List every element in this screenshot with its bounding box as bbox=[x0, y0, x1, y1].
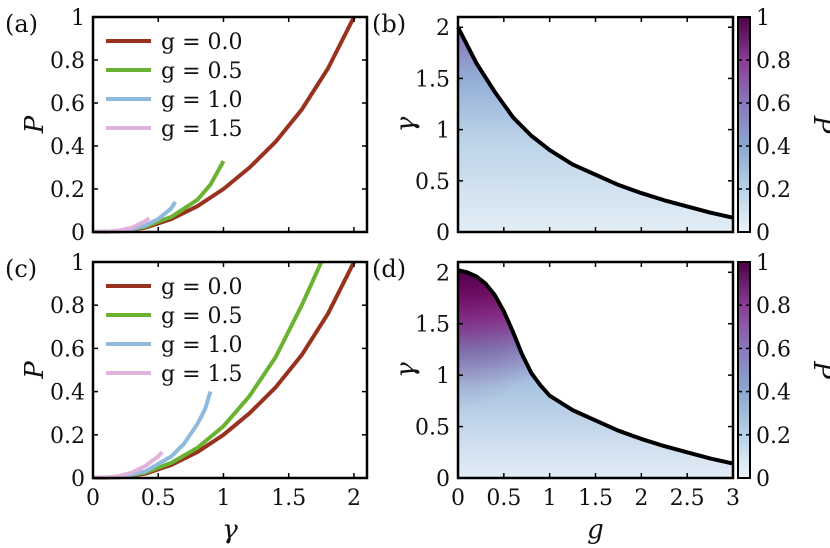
y-axis-label: γ bbox=[391, 362, 421, 378]
colorbar-tick-label: 1 bbox=[756, 251, 770, 276]
x-axis-label: γ bbox=[222, 515, 238, 545]
y-tick-label: 0 bbox=[71, 467, 85, 492]
colorbar bbox=[737, 16, 751, 233]
heatmap-peak-region bbox=[458, 270, 733, 478]
y-axis-label: P bbox=[20, 115, 50, 134]
series-line bbox=[92, 160, 226, 234]
y-tick-label: 0 bbox=[436, 467, 450, 492]
y-tick-label: 0 bbox=[436, 221, 450, 246]
colorbar-label: P bbox=[807, 115, 830, 134]
legend-label: g = 1.5 bbox=[161, 117, 243, 142]
y-tick-label: 1 bbox=[436, 119, 450, 144]
y-tick-label: 0.4 bbox=[50, 135, 85, 160]
colorbar-tick-label: 0.4 bbox=[756, 135, 791, 160]
y-axis-label: γ bbox=[391, 116, 421, 132]
boundary-curve bbox=[456, 26, 734, 220]
legend-label: g = 0.5 bbox=[161, 59, 243, 84]
colorbar-tick-label: 1 bbox=[756, 6, 770, 31]
x-tick-label: 1.5 bbox=[271, 486, 306, 511]
colorbar-tick-label: 0 bbox=[756, 467, 770, 492]
y-tick-label: 0.2 bbox=[50, 178, 85, 203]
x-tick-label: 0 bbox=[451, 486, 465, 511]
y-tick-label: 1.5 bbox=[415, 67, 450, 92]
x-tick-label: 1 bbox=[216, 486, 230, 511]
y-tick-label: 1 bbox=[71, 251, 85, 276]
y-tick-label: 0.6 bbox=[50, 337, 85, 362]
y-tick-label: 0 bbox=[71, 221, 85, 246]
x-tick-label: 3 bbox=[726, 486, 740, 511]
boundary-curve bbox=[457, 268, 734, 466]
colorbar-tick-label: 0.6 bbox=[756, 337, 791, 362]
colorbar-tick-label: 0.2 bbox=[756, 178, 791, 203]
y-tick-label: 0.8 bbox=[50, 294, 85, 319]
panel-label: (b) bbox=[372, 10, 406, 38]
x-tick-label: 0 bbox=[86, 486, 100, 511]
legend-label: g = 1.5 bbox=[161, 362, 243, 387]
y-tick-label: 1 bbox=[71, 6, 85, 31]
panel-d: 0 0.2 0.4 0.6 0.8 1 P 0 0.5 1 1.5 2 0 0.5 1 1.5 2 2.5 3 γ g (… bbox=[372, 251, 830, 545]
y-tick-label: 0.2 bbox=[50, 424, 85, 449]
legend-label: g = 0.0 bbox=[161, 30, 243, 55]
colorbar-tick-label: 0.4 bbox=[756, 381, 791, 406]
colorbar-tick-label: 0.8 bbox=[756, 294, 791, 319]
series-line bbox=[92, 450, 164, 480]
y-tick-label: 2 bbox=[436, 16, 450, 41]
colorbar-tick-label: 0.2 bbox=[756, 424, 791, 449]
x-axis-label: g bbox=[587, 515, 604, 545]
axes-frame bbox=[91, 260, 369, 480]
colorbar-tick-label: 0.8 bbox=[756, 49, 791, 74]
panel-a: g = 0.0 g = 0.5 g = 1.0 g = 1.5 0 0.2 0.4 0.6 0.… bbox=[5, 6, 369, 246]
series-line bbox=[92, 391, 213, 480]
colorbar-label: P bbox=[807, 360, 830, 379]
panel-label: (a) bbox=[5, 10, 38, 38]
y-tick-label: 1.5 bbox=[415, 313, 450, 338]
y-tick-label: 0.6 bbox=[50, 92, 85, 117]
x-tick-label: 0.5 bbox=[486, 486, 521, 511]
axes-frame bbox=[91, 15, 369, 234]
panel-b: 0 0.2 0.4 0.6 0.8 1 P 0 0.5 1 1.5 2 γ (b) bbox=[372, 6, 830, 246]
x-tick-label: 1 bbox=[543, 486, 557, 511]
colorbar-tick-label: 0.6 bbox=[756, 92, 791, 117]
y-tick-label: 1 bbox=[436, 364, 450, 389]
x-tick-label: 2.5 bbox=[670, 486, 705, 511]
panel-c: g = 0.0 g = 0.5 g = 1.0 g = 1.5 0 0.2 0.4 0.6 0.… bbox=[5, 251, 369, 545]
legend-label: g = 1.0 bbox=[161, 88, 243, 113]
colorbar bbox=[737, 261, 751, 479]
x-tick-label: 0.5 bbox=[141, 486, 176, 511]
y-tick-label: 0.5 bbox=[415, 170, 450, 195]
panel-label: (c) bbox=[5, 255, 37, 283]
x-tick-label: 2 bbox=[634, 486, 648, 511]
legend-label: g = 0.5 bbox=[161, 304, 243, 329]
y-tick-label: 0.8 bbox=[50, 49, 85, 74]
x-tick-label: 2 bbox=[347, 486, 361, 511]
heatmap-region bbox=[458, 27, 733, 232]
legend-label: g = 1.0 bbox=[161, 333, 243, 358]
legend-label: g = 0.0 bbox=[161, 275, 243, 300]
x-tick-label: 1.5 bbox=[578, 486, 613, 511]
y-tick-label: 2 bbox=[436, 261, 450, 286]
y-tick-label: 0.4 bbox=[50, 381, 85, 406]
panel-label: (d) bbox=[372, 255, 406, 283]
y-axis-label: P bbox=[20, 361, 50, 380]
y-tick-label: 0.5 bbox=[415, 416, 450, 441]
colorbar-tick-label: 0 bbox=[756, 221, 770, 246]
